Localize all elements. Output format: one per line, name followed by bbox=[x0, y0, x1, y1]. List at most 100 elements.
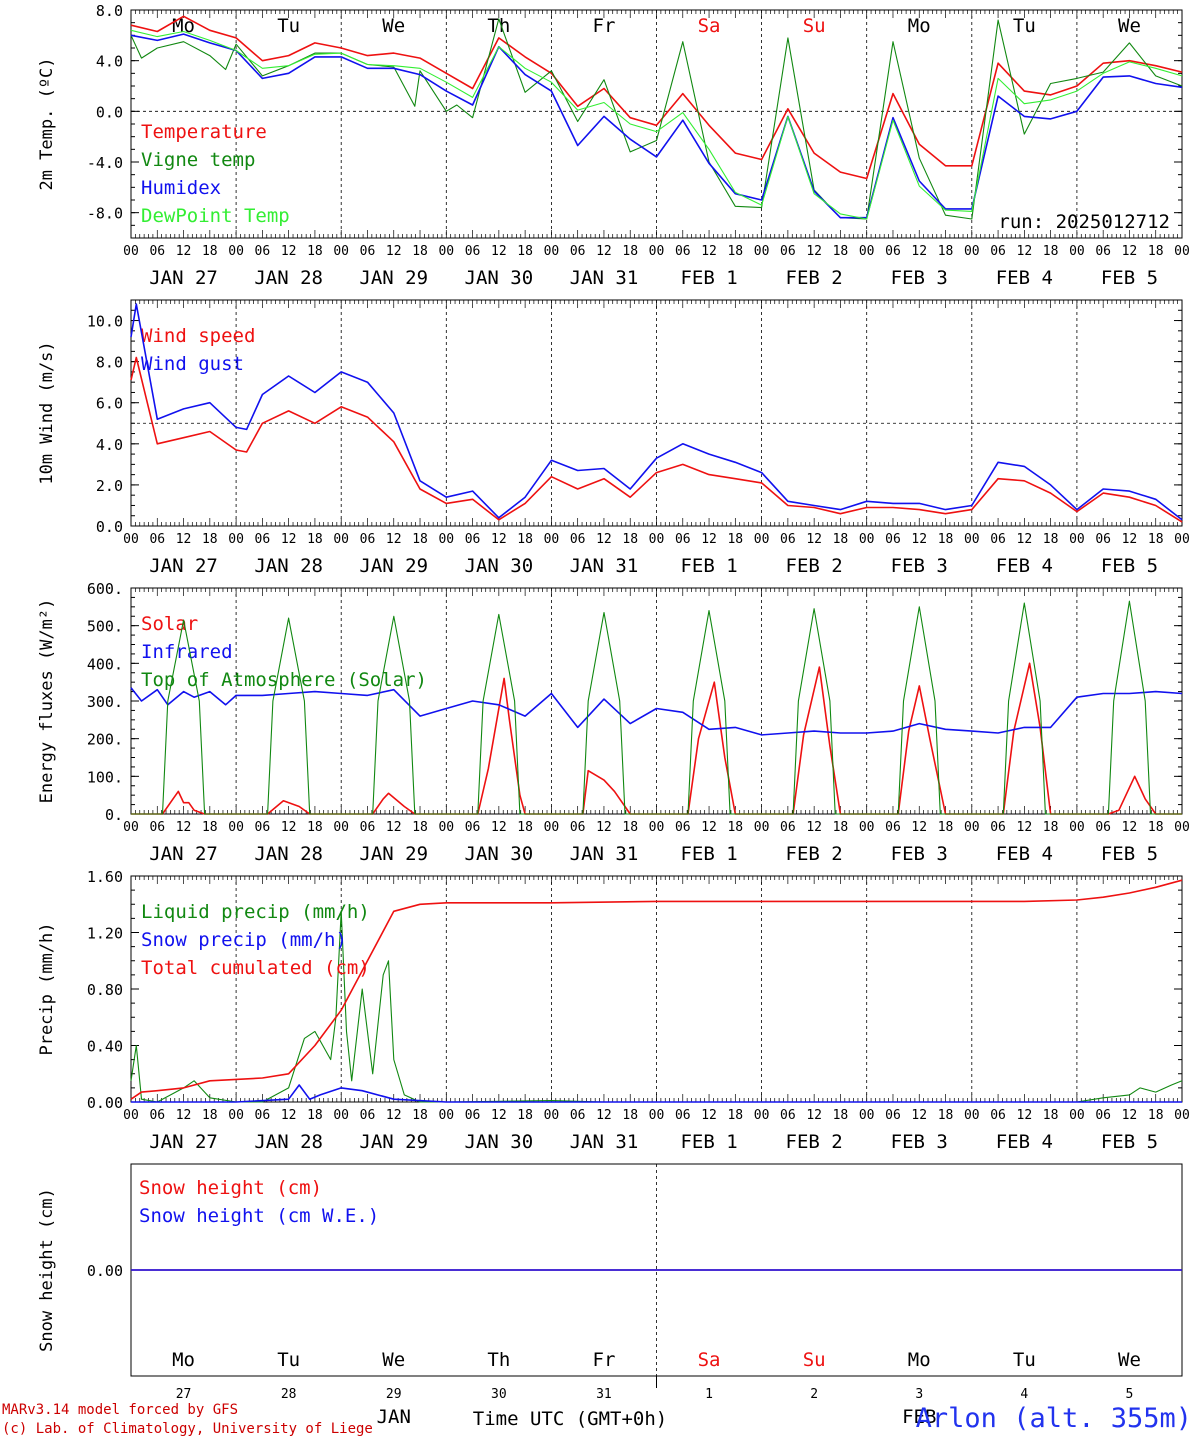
hour-label: 00 bbox=[649, 1108, 665, 1123]
hour-label: 12 bbox=[911, 1108, 927, 1123]
day-label: Mo bbox=[908, 1349, 931, 1371]
y-axis-title: 10m Wind (m/s) bbox=[37, 341, 57, 484]
hour-label: 18 bbox=[1043, 244, 1059, 259]
hour-label: 06 bbox=[570, 1108, 586, 1123]
hour-label: 06 bbox=[1095, 244, 1111, 259]
hour-label: 12 bbox=[281, 1108, 297, 1123]
y-tick-label: 2.0 bbox=[96, 477, 123, 495]
day-label: Tu bbox=[1013, 15, 1036, 37]
hour-label: 18 bbox=[1043, 532, 1059, 547]
hour-label: 18 bbox=[622, 820, 638, 835]
hour-label: 18 bbox=[622, 532, 638, 547]
hour-label: 18 bbox=[517, 532, 533, 547]
hour-label: 18 bbox=[517, 1108, 533, 1123]
hour-label: 00 bbox=[964, 532, 980, 547]
hour-label: 12 bbox=[491, 1108, 507, 1123]
hour-label: 12 bbox=[1017, 820, 1033, 835]
hour-label: 18 bbox=[1148, 244, 1164, 259]
hour-label: 12 bbox=[701, 244, 717, 259]
y-tick-label: 500. bbox=[87, 618, 123, 636]
day-label: We bbox=[1118, 15, 1141, 37]
day-label: Mo bbox=[908, 15, 931, 37]
day-label: Su bbox=[803, 1349, 826, 1371]
date-label: JAN 31 bbox=[570, 555, 639, 577]
hour-label: 12 bbox=[491, 244, 507, 259]
hour-label: 18 bbox=[307, 820, 323, 835]
hour-label: 12 bbox=[1122, 1108, 1138, 1123]
series-wind-speed bbox=[130, 356, 1183, 523]
hour-label: 18 bbox=[938, 532, 954, 547]
day-label: Tu bbox=[277, 1349, 300, 1371]
legend-entry: Total cumulated (cm) bbox=[141, 957, 370, 979]
series-vigne-temp bbox=[130, 18, 1183, 220]
y-tick-label: 400. bbox=[87, 655, 123, 673]
hour-label: 12 bbox=[1122, 820, 1138, 835]
y-tick-label: 0.80 bbox=[87, 981, 123, 999]
day-number: 31 bbox=[596, 1387, 612, 1402]
y-tick-label: 1.20 bbox=[87, 925, 123, 943]
hour-label: 00 bbox=[964, 244, 980, 259]
hour-label: 00 bbox=[1174, 820, 1190, 835]
hour-label: 18 bbox=[622, 1108, 638, 1123]
date-label: FEB 4 bbox=[996, 1131, 1053, 1153]
hour-label: 18 bbox=[727, 820, 743, 835]
hour-label: 00 bbox=[333, 820, 349, 835]
hour-label: 12 bbox=[806, 532, 822, 547]
hour-label: 18 bbox=[833, 820, 849, 835]
hour-label: 00 bbox=[649, 532, 665, 547]
hour-label: 00 bbox=[1069, 820, 1085, 835]
y-tick-label: 8.0 bbox=[96, 2, 123, 20]
series-wind-gust bbox=[130, 303, 1183, 521]
hour-label: 12 bbox=[176, 532, 192, 547]
day-label: We bbox=[382, 15, 405, 37]
hour-label: 18 bbox=[517, 244, 533, 259]
day-number: 4 bbox=[1020, 1387, 1028, 1402]
hour-label: 00 bbox=[544, 1108, 560, 1123]
hour-label: 00 bbox=[754, 532, 770, 547]
hour-label: 18 bbox=[1043, 1108, 1059, 1123]
hour-label: 06 bbox=[255, 1108, 271, 1123]
hour-label: 12 bbox=[1017, 244, 1033, 259]
hour-label: 18 bbox=[727, 1108, 743, 1123]
legend-entry: Snow height (cm) bbox=[139, 1177, 322, 1199]
date-label: JAN 29 bbox=[359, 555, 428, 577]
hour-label: 12 bbox=[491, 532, 507, 547]
day-label: Th bbox=[487, 1349, 510, 1371]
hour-label: 06 bbox=[1095, 820, 1111, 835]
hour-label: 06 bbox=[885, 820, 901, 835]
hour-label: 00 bbox=[333, 244, 349, 259]
hour-label: 18 bbox=[517, 820, 533, 835]
date-label: JAN 29 bbox=[359, 843, 428, 865]
hour-label: 12 bbox=[176, 820, 192, 835]
date-label: JAN 27 bbox=[149, 843, 218, 865]
hour-label: 18 bbox=[202, 532, 218, 547]
hour-label: 12 bbox=[701, 532, 717, 547]
y-tick-label: 4.0 bbox=[96, 436, 123, 454]
day-label: Su bbox=[803, 15, 826, 37]
hour-label: 06 bbox=[675, 244, 691, 259]
legend-entry: Humidex bbox=[141, 177, 221, 199]
hour-label: 06 bbox=[885, 532, 901, 547]
hour-label: 12 bbox=[281, 244, 297, 259]
y-tick-label: -4.0 bbox=[87, 154, 123, 172]
day-label: We bbox=[382, 1349, 405, 1371]
hour-label: 18 bbox=[938, 1108, 954, 1123]
date-label: JAN 27 bbox=[149, 267, 218, 289]
y-tick-label: 200. bbox=[87, 731, 123, 749]
hour-label: 06 bbox=[149, 1108, 165, 1123]
date-label: FEB 1 bbox=[680, 555, 737, 577]
legend-entry: Snow height (cm W.E.) bbox=[139, 1205, 379, 1227]
hour-label: 12 bbox=[701, 1108, 717, 1123]
date-label: FEB 2 bbox=[786, 267, 843, 289]
hour-label: 06 bbox=[255, 532, 271, 547]
hour-label: 06 bbox=[885, 1108, 901, 1123]
series-temperature bbox=[130, 15, 1183, 180]
y-tick-label: 0.00 bbox=[87, 1094, 123, 1112]
date-label: FEB 4 bbox=[996, 555, 1053, 577]
date-label: FEB 1 bbox=[680, 267, 737, 289]
hour-label: 00 bbox=[1069, 1108, 1085, 1123]
panel-energy: 0. 100. 200. 300. 400. 500. 600. Energy fluxes … bbox=[37, 580, 1190, 865]
y-tick-label: 6.0 bbox=[96, 395, 123, 413]
legend-entry: Liquid precip (mm/h) bbox=[141, 901, 370, 923]
